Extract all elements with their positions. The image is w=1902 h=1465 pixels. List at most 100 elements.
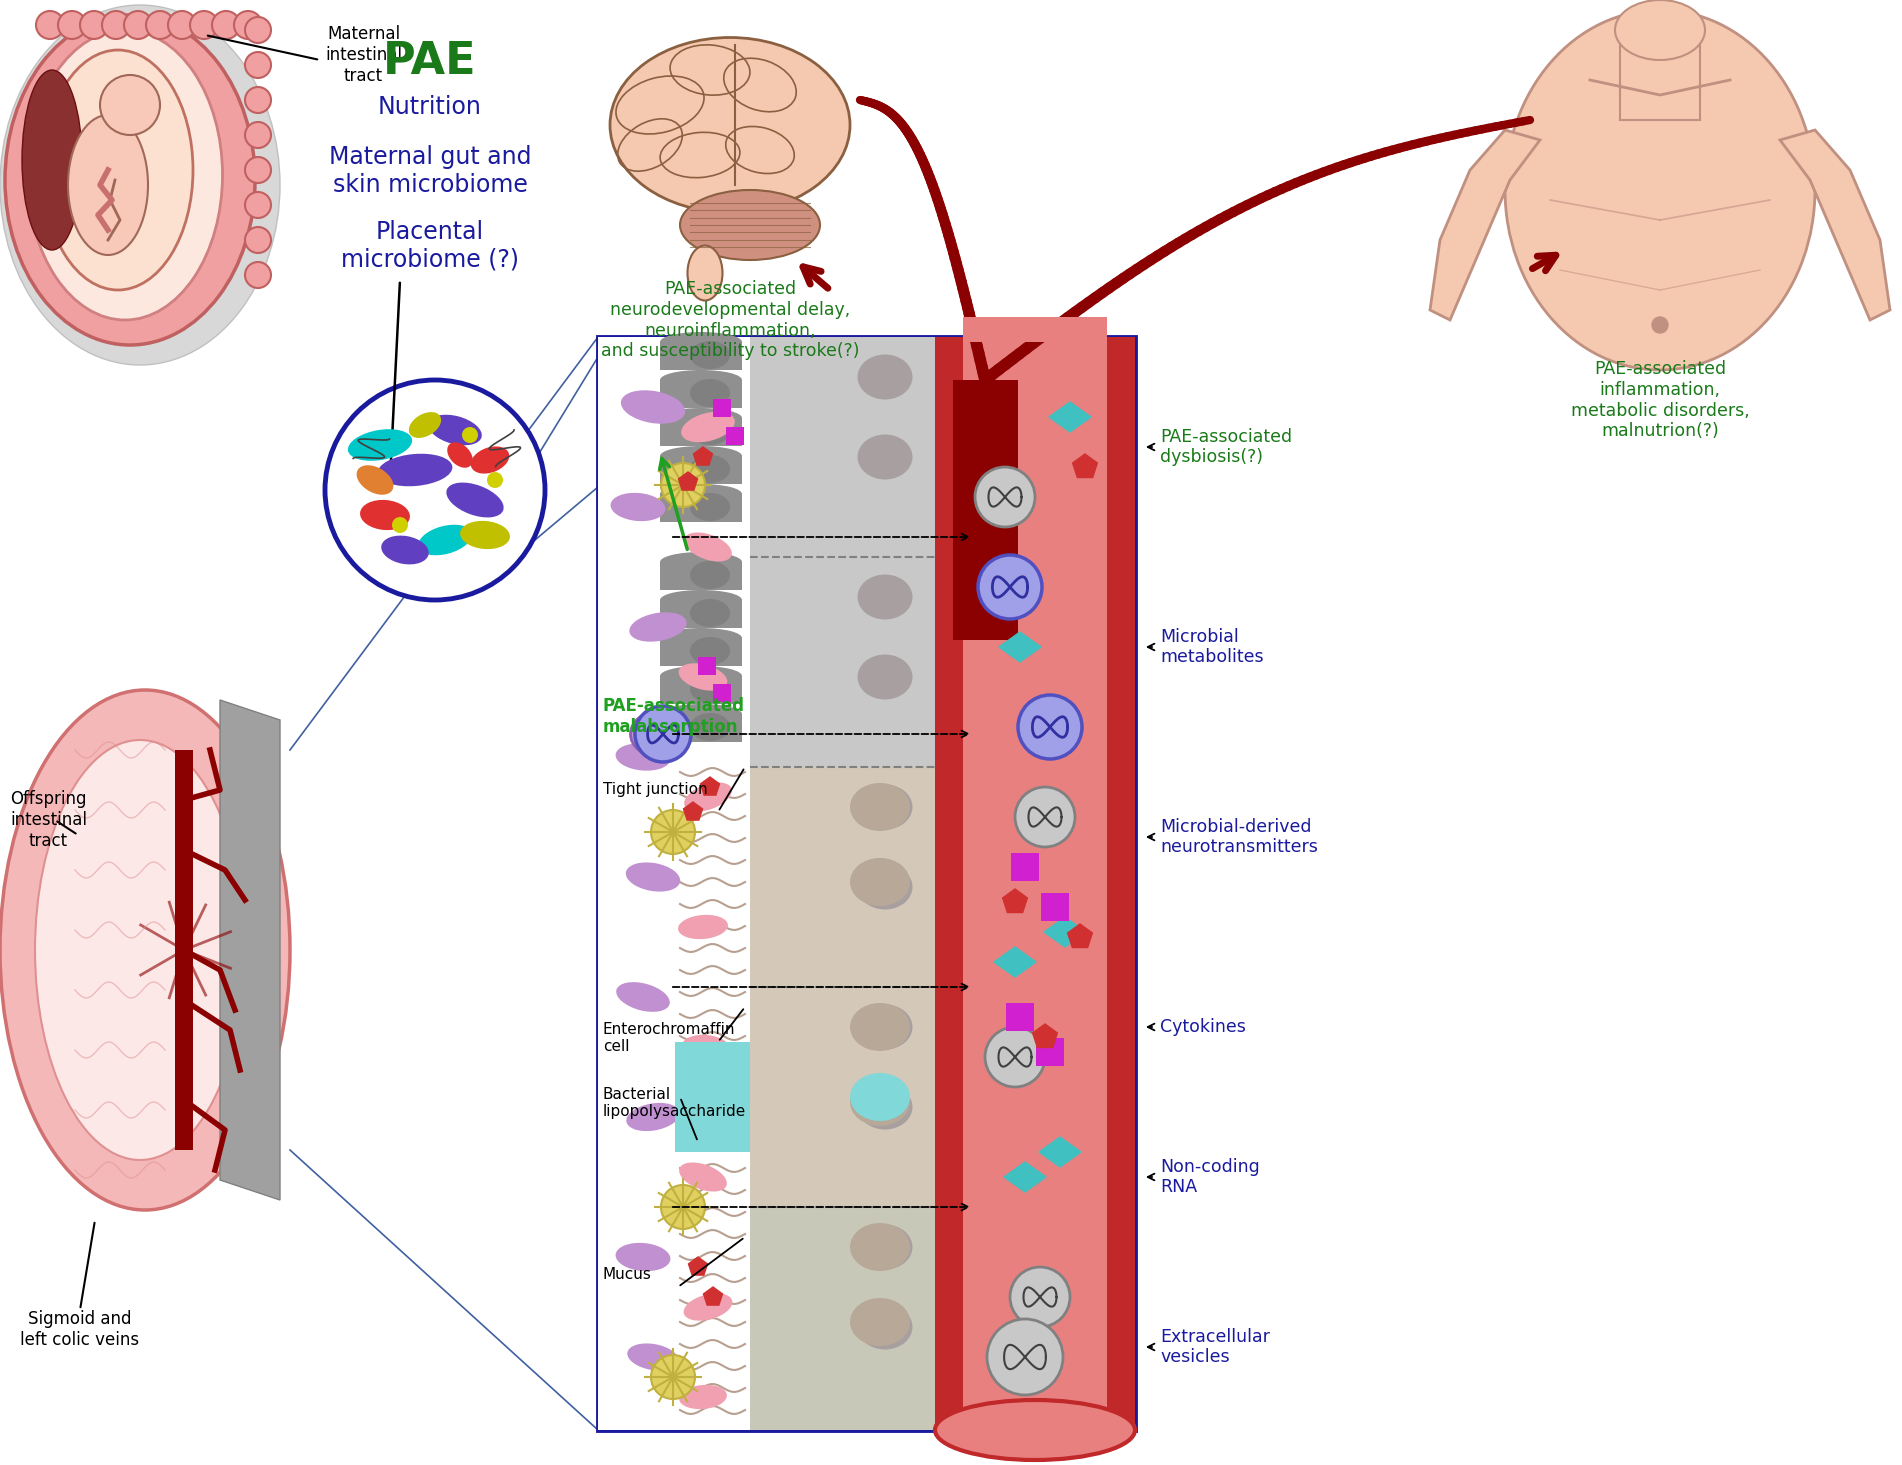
Ellipse shape [858, 1084, 913, 1130]
Polygon shape [700, 776, 719, 795]
Ellipse shape [660, 333, 742, 352]
Bar [660, 601, 742, 628]
Bar [713, 684, 730, 702]
Ellipse shape [611, 38, 850, 212]
Ellipse shape [679, 664, 727, 690]
Circle shape [245, 86, 270, 113]
Circle shape [392, 517, 409, 533]
Text: Bacterial
lipopolysaccharide: Bacterial lipopolysaccharide [603, 1087, 746, 1119]
Polygon shape [1073, 454, 1097, 478]
Bar [1006, 1004, 1035, 1031]
Bar [660, 341, 742, 371]
Circle shape [245, 122, 270, 148]
Circle shape [57, 12, 86, 40]
Bar [175, 750, 192, 1150]
Text: PAE-associated
malabsorption: PAE-associated malabsorption [603, 697, 746, 735]
Polygon shape [221, 700, 280, 1200]
Ellipse shape [470, 447, 510, 473]
Text: Offspring
intestinal
tract: Offspring intestinal tract [10, 790, 87, 850]
Bar [749, 337, 936, 557]
Ellipse shape [1615, 0, 1704, 60]
Circle shape [124, 12, 152, 40]
Ellipse shape [23, 70, 82, 251]
Ellipse shape [626, 1103, 679, 1131]
Ellipse shape [348, 429, 413, 461]
Bar [749, 987, 936, 1207]
Text: Microbial-derived
neurotransmitters: Microbial-derived neurotransmitters [1160, 817, 1318, 857]
Polygon shape [1067, 924, 1092, 948]
Ellipse shape [858, 1225, 913, 1270]
Circle shape [650, 810, 694, 854]
Bar [660, 379, 742, 407]
Bar [936, 337, 1135, 1430]
Circle shape [36, 12, 65, 40]
Ellipse shape [685, 532, 732, 561]
Ellipse shape [850, 1223, 909, 1272]
Bar [698, 656, 715, 675]
Ellipse shape [460, 522, 510, 549]
Ellipse shape [616, 743, 670, 771]
Ellipse shape [850, 782, 909, 831]
Ellipse shape [687, 246, 723, 300]
Ellipse shape [359, 500, 411, 530]
Ellipse shape [850, 1072, 909, 1121]
Ellipse shape [690, 494, 730, 522]
Bar [660, 456, 742, 483]
Ellipse shape [858, 435, 913, 479]
Ellipse shape [428, 415, 481, 445]
Ellipse shape [660, 628, 742, 648]
Ellipse shape [690, 713, 730, 741]
Bar [675, 987, 749, 1207]
Circle shape [103, 12, 129, 40]
Polygon shape [704, 1286, 723, 1305]
Ellipse shape [858, 574, 913, 620]
Circle shape [146, 12, 173, 40]
Bar [936, 337, 962, 1430]
Polygon shape [995, 946, 1037, 977]
Circle shape [650, 1355, 694, 1399]
Text: Maternal
intestinal
tract: Maternal intestinal tract [325, 25, 401, 85]
Bar [727, 426, 744, 445]
Circle shape [101, 75, 160, 135]
Circle shape [245, 18, 270, 42]
Bar [749, 768, 936, 987]
Polygon shape [1038, 1137, 1080, 1168]
Ellipse shape [44, 50, 192, 290]
Bar [660, 418, 742, 445]
Circle shape [211, 12, 240, 40]
Circle shape [976, 467, 1035, 527]
Ellipse shape [679, 1384, 727, 1409]
Bar [660, 637, 742, 667]
Bar [1107, 337, 1135, 1430]
Ellipse shape [679, 914, 728, 939]
Ellipse shape [616, 982, 670, 1012]
Ellipse shape [628, 1343, 679, 1371]
Ellipse shape [858, 1005, 913, 1049]
Bar [675, 1042, 749, 1151]
Ellipse shape [858, 655, 913, 699]
Circle shape [635, 706, 690, 762]
Text: PAE-associated
neurodevelopmental delay,
neuroinflammation,
and susceptibility t: PAE-associated neurodevelopmental delay,… [601, 280, 860, 360]
Text: Microbial
metabolites: Microbial metabolites [1160, 627, 1263, 667]
Text: Extracellular
vesicles: Extracellular vesicles [1160, 1327, 1271, 1367]
Text: PAE-associated
inflammation,
metabolic disorders,
malnutrion(?): PAE-associated inflammation, metabolic d… [1571, 360, 1750, 441]
Circle shape [662, 1185, 706, 1229]
Polygon shape [689, 1257, 708, 1275]
Ellipse shape [660, 483, 742, 504]
Text: PAE: PAE [382, 40, 477, 84]
Polygon shape [1033, 1024, 1058, 1047]
Bar [597, 337, 1135, 1430]
Ellipse shape [620, 390, 685, 423]
Ellipse shape [0, 4, 280, 365]
Circle shape [1010, 1267, 1071, 1327]
Polygon shape [1780, 130, 1891, 319]
Bar [675, 1207, 749, 1430]
Ellipse shape [660, 552, 742, 571]
Ellipse shape [850, 1078, 909, 1127]
Ellipse shape [616, 1242, 670, 1272]
Ellipse shape [378, 454, 453, 486]
Ellipse shape [630, 712, 685, 756]
Bar [962, 316, 1107, 341]
Ellipse shape [418, 524, 472, 555]
Ellipse shape [690, 341, 730, 369]
